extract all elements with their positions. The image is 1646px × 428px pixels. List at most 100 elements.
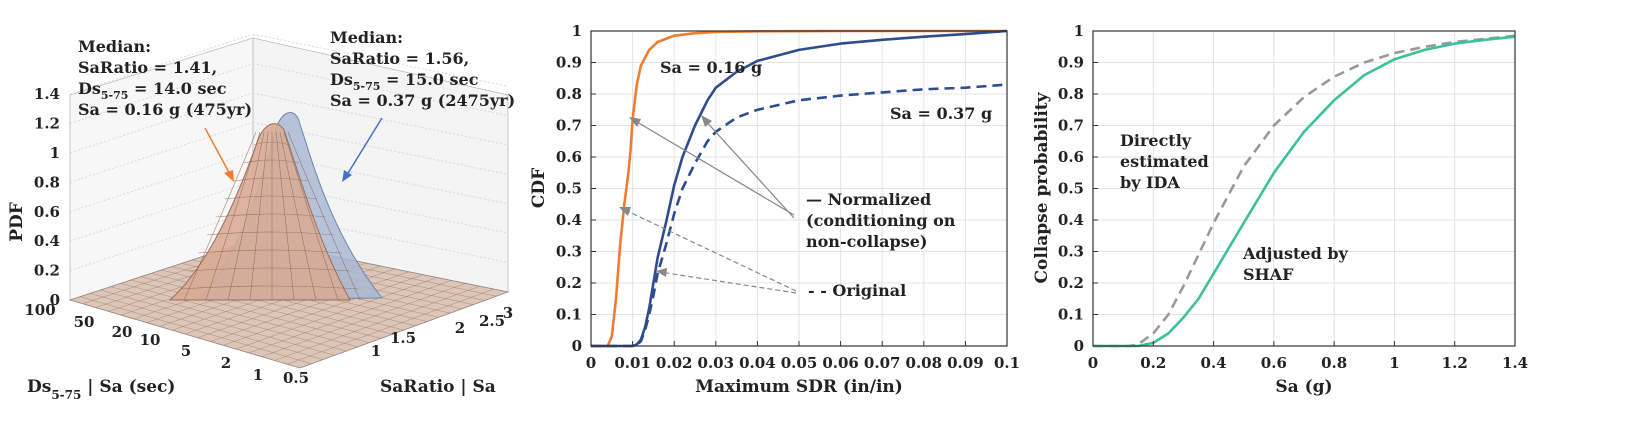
cdf-x-ticks: 0 0.01 0.02 0.03 0.04 0.05 0.06 0.07 0.08 0.09 0.1 <box>586 341 1020 372</box>
collapse-x-ticks: 0 0.2 0.4 0.6 0.8 1 1.2 1.4 <box>1088 341 1528 372</box>
svg-text:SaRatio = 1.41,: SaRatio = 1.41, <box>78 58 217 77</box>
collapse-y-tick-label: 0.4 <box>1058 211 1084 229</box>
wall-grid-line <box>252 92 509 146</box>
collapse-y-tick-label: 0.8 <box>1058 85 1084 103</box>
ds-tick-label: 10 <box>140 331 161 349</box>
cdf-y-tick-label: 1 <box>572 22 582 40</box>
collapse-series-line-0 <box>1093 34 1516 348</box>
surface-peak-orange <box>168 123 351 301</box>
collapse-y-ticks: 0 0.1 0.2 0.3 0.4 0.5 0.6 0.7 0.8 0.9 1 <box>1058 22 1098 355</box>
cdf-x-tick-label: 0.08 <box>906 354 943 372</box>
wall-grid-line <box>69 92 254 154</box>
orange-arrowhead <box>224 170 234 182</box>
mesh-line <box>287 288 494 365</box>
cdf-label-original: - - Original <box>808 281 906 300</box>
blue-median-annotation: Median: SaRatio = 1.56, Ds5-75 = 15.0 se… <box>330 28 515 110</box>
z-tick-label: 0.4 <box>34 232 60 250</box>
cdf-x-tick-label: 0.04 <box>739 354 776 372</box>
z-tick-label: 0.6 <box>34 203 60 221</box>
svg-text:Ds5-75 = 14.0 sec: Ds5-75 = 14.0 sec <box>78 79 227 102</box>
peak-wire-line <box>243 159 299 164</box>
wall-grid-line <box>252 121 509 175</box>
svg-text:Sa = 0.37 g (2475yr): Sa = 0.37 g (2475yr) <box>330 91 515 110</box>
z-axis-ticks: 0 0.2 0.4 0.6 0.8 1 1.2 1.4 <box>34 85 60 309</box>
cdf-x-tick-label: 0.09 <box>947 354 984 372</box>
collapse-y-tick-label: 0.2 <box>1058 274 1084 292</box>
cdf-y-tick-label: 0.3 <box>556 243 582 261</box>
cdf-pointer-arrows <box>622 117 797 294</box>
collapse-x-tick-label: 0.6 <box>1261 354 1287 372</box>
svg-text:Ds5-75 = 15.0 sec: Ds5-75 = 15.0 sec <box>330 70 479 93</box>
collapse-x-tick-label: 1.2 <box>1442 354 1468 372</box>
blue-arrowhead <box>342 170 352 182</box>
ds-tick-label: 20 <box>112 323 133 341</box>
cdf-x-tick-label: 0.1 <box>994 354 1020 372</box>
cdf-series-line-2 <box>591 29 1008 348</box>
cdf-label-sa037: Sa = 0.37 g <box>890 104 992 123</box>
cdf-y-tick-label: 0.9 <box>556 54 582 72</box>
collapse-x-label: Sa (g) <box>1275 377 1332 397</box>
orange-annotation-arrow <box>204 127 233 179</box>
ds-tick-label: 2 <box>221 354 231 372</box>
collapse-x-tick-label: 1.4 <box>1502 354 1528 372</box>
peak-wire-line <box>234 177 308 182</box>
cdf-y-tick-label: 0.2 <box>556 274 582 292</box>
svg-text:SaRatio = 1.56,: SaRatio = 1.56, <box>330 49 469 68</box>
cdf-x-tick-label: 0.02 <box>656 354 693 372</box>
peak-wire-line <box>287 131 361 301</box>
label-adjusted-2: SHAF <box>1243 265 1294 284</box>
ds-tick-label: 5 <box>181 342 191 360</box>
label-directly-3: by IDA <box>1120 173 1180 192</box>
cdf-x-tick-label: 0.05 <box>781 354 818 372</box>
ds-tick-label: 100 <box>24 301 55 319</box>
orange-median-annotation: Median: SaRatio = 1.41, Ds5-75 = 14.0 se… <box>78 37 252 119</box>
label-directly-1: Directly <box>1120 131 1192 150</box>
wall-grid-line <box>252 151 509 205</box>
peak-wire-line <box>215 213 326 218</box>
peak-wire-line <box>279 131 317 301</box>
ds-tick-label: 50 <box>74 313 95 331</box>
cdf-y-tick-label: 0.8 <box>556 85 582 103</box>
mesh-line <box>299 291 509 369</box>
peak-wire-line <box>198 249 343 254</box>
cdf-grid <box>590 30 1008 347</box>
surface-peak-wireframe <box>181 131 361 301</box>
surface-panel: 0 0.2 0.4 0.6 0.8 1 1.2 1.4 PDF 100 50 20 10 5 2 1 0.… <box>7 28 515 402</box>
cdf-y-tick-label: 0.6 <box>556 148 582 166</box>
z-tick-label: 1.4 <box>34 85 60 103</box>
cdf-series-line-0 <box>591 29 1007 348</box>
collapse-x-tick-label: 0.2 <box>1140 354 1166 372</box>
cdf-x-tick-label: 0.03 <box>698 354 735 372</box>
peak-wire-line <box>224 195 317 200</box>
saratio-tick-label: 2 <box>455 319 465 337</box>
collapse-x-tick-label: 0.8 <box>1321 354 1347 372</box>
cdf-x-tick-label: 0.06 <box>822 354 859 372</box>
cdf-x-tick-label: 0 <box>586 354 596 372</box>
ds-axis-ticks: 100 50 20 10 5 2 1 <box>24 301 263 384</box>
cdf-label-sa016: Sa = 0.16 g <box>660 58 762 77</box>
saratio-tick-label: 1.5 <box>390 329 416 347</box>
cdf-y-tick-label: 0.4 <box>556 211 582 229</box>
collapse-x-tick-label: 1 <box>1389 354 1399 372</box>
wall-grid-line <box>69 180 254 242</box>
cdf-panel: 0 0.01 0.02 0.03 0.04 0.05 0.06 0.07 0.08 0.09 0.1… <box>529 22 1020 397</box>
z-tick-label: 1 <box>50 144 60 162</box>
wall-grid-line <box>252 63 509 117</box>
collapse-y-tick-label: 0.3 <box>1058 243 1084 261</box>
cdf-label-normalized-3: non-collapse) <box>806 232 927 251</box>
collapse-series <box>1093 34 1516 348</box>
peak-wire-line <box>181 285 359 290</box>
peak-wire-line <box>183 131 257 301</box>
cdf-arrowheads <box>619 115 712 277</box>
collapse-series-line-1 <box>1093 35 1516 348</box>
collapse-panel: 0 0.2 0.4 0.6 0.8 1 1.2 1.4 0 0.1 0.2 0.3 0.4 0.5 0.6… <box>1032 22 1528 397</box>
ds-tick-label: 1 <box>253 366 263 384</box>
mesh-line <box>261 283 466 357</box>
blue-annotation-arrow <box>344 117 383 179</box>
cdf-y-tick-label: 0.7 <box>556 117 582 135</box>
mesh-line <box>274 285 480 361</box>
svg-text:Median:: Median: <box>78 37 151 56</box>
cdf-x-tick-label: 0.07 <box>864 354 901 372</box>
collapse-y-tick-label: 0.6 <box>1058 148 1084 166</box>
peak-wire-line <box>189 267 351 272</box>
